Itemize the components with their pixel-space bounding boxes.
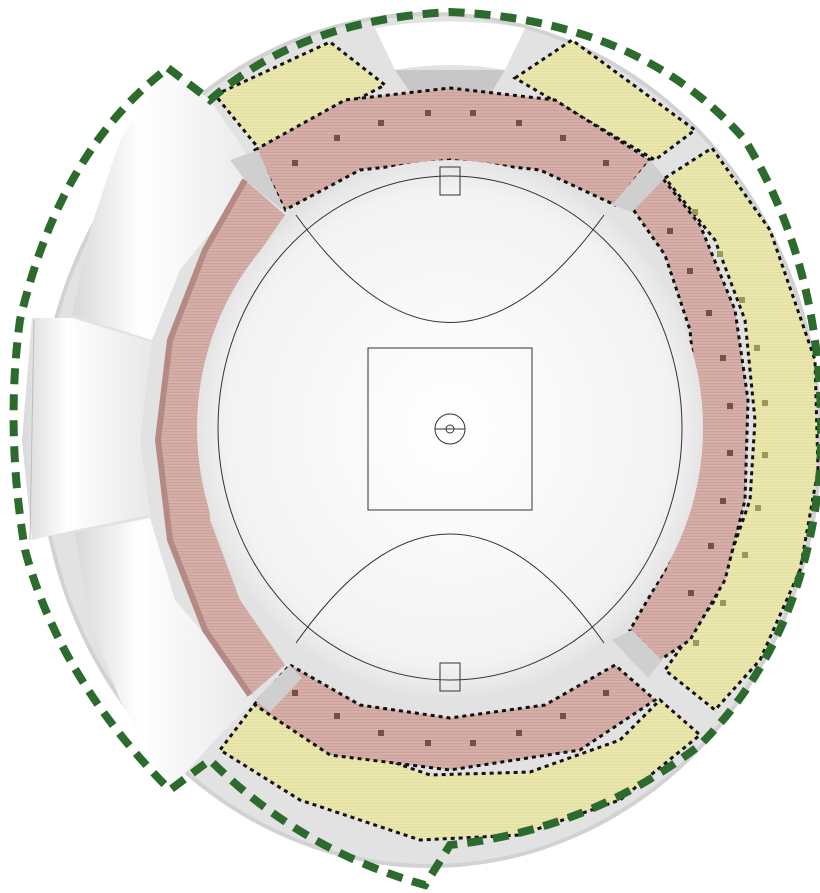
arc-south <box>295 533 605 644</box>
stand-north-west-upper <box>212 40 388 152</box>
upper-tier <box>212 38 820 842</box>
ghost-wedge-north <box>72 68 265 340</box>
field-surface <box>197 160 703 696</box>
lower-tier <box>154 86 750 772</box>
east-lower-vomitories <box>667 228 733 596</box>
playing-field <box>197 160 703 696</box>
north-entrance-ramp <box>395 70 505 95</box>
north-entrance-gap <box>375 21 525 70</box>
stand-south-lower <box>252 663 658 772</box>
boundary-line <box>217 175 683 681</box>
goal-square-north <box>439 166 461 196</box>
centre-square <box>367 347 533 511</box>
stand-west-lower <box>158 180 285 695</box>
north-lower-vomitories <box>292 110 609 166</box>
ghost-wedge-south <box>75 518 255 790</box>
site-boundary <box>9 7 820 890</box>
west-lower-rim <box>154 178 253 697</box>
west-upper-ghost-stand <box>22 68 265 790</box>
stand-north-east-upper <box>512 38 698 162</box>
goal-square-south <box>439 662 461 692</box>
corner-gaps <box>230 150 665 712</box>
ghost-wedge-middle <box>22 318 152 540</box>
stand-east-upper <box>662 145 820 713</box>
south-lower-vomitories <box>292 690 609 746</box>
east-upper-markers <box>692 209 768 646</box>
arc-north <box>295 214 605 323</box>
stand-south-upper <box>217 697 703 842</box>
